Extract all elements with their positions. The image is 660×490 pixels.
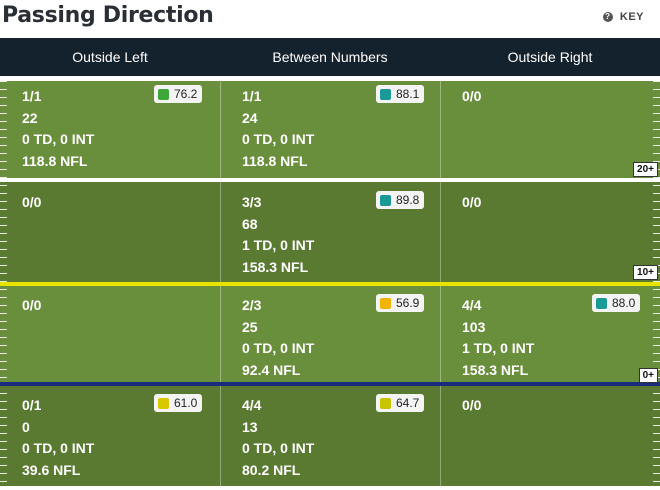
nfl-rating: 118.8 NFL bbox=[242, 152, 308, 169]
grade-color-swatch bbox=[380, 88, 391, 100]
column-divider bbox=[220, 76, 221, 486]
completions: 2/3 bbox=[242, 297, 262, 313]
stat-cell: 0/0 bbox=[22, 295, 41, 317]
completions: 1/1 bbox=[22, 88, 42, 104]
yard-label-20: 20+ bbox=[633, 162, 658, 177]
yard-label-0: 0+ bbox=[638, 368, 658, 383]
grade-value: 61.0 bbox=[174, 396, 198, 410]
yards: 0 bbox=[22, 418, 30, 435]
yards: 24 bbox=[242, 109, 258, 126]
completions: 0/0 bbox=[22, 194, 42, 210]
grade-color-swatch bbox=[380, 297, 391, 309]
stat-cell: 3/3 68 1 TD, 0 INT 158.3 NFL bbox=[242, 192, 314, 278]
td-int: 1 TD, 0 INT bbox=[242, 237, 315, 253]
grade-badge: 64.7 bbox=[376, 394, 425, 412]
yards: 25 bbox=[242, 318, 258, 335]
grade-color-swatch bbox=[596, 297, 607, 309]
td-int: 0 TD, 0 INT bbox=[22, 131, 95, 147]
stat-cell: 0/0 bbox=[462, 86, 481, 108]
yards: 13 bbox=[242, 418, 258, 435]
zone-behind-los bbox=[0, 386, 660, 486]
grade-badge: 76.2 bbox=[154, 85, 203, 103]
grade-value: 76.2 bbox=[174, 87, 198, 101]
yard-line-10 bbox=[0, 282, 660, 286]
nfl-rating: 80.2 NFL bbox=[242, 461, 301, 478]
page-title: Passing Direction bbox=[2, 3, 214, 28]
stat-cell: 1/1 22 0 TD, 0 INT 118.8 NFL bbox=[22, 86, 94, 172]
zone-0-plus bbox=[0, 286, 660, 382]
td-int: 0 TD, 0 INT bbox=[242, 131, 315, 147]
completions: 3/3 bbox=[242, 194, 262, 210]
td-int: 0 TD, 0 INT bbox=[242, 440, 315, 456]
column-divider bbox=[440, 76, 441, 486]
column-headers: Outside Left Between Numbers Outside Rig… bbox=[0, 38, 660, 76]
grade-value: 88.0 bbox=[612, 296, 636, 310]
yard-label-10: 10+ bbox=[633, 265, 658, 280]
key-button[interactable]: ? KEY bbox=[602, 11, 644, 23]
completions: 0/0 bbox=[462, 194, 482, 210]
yards: 22 bbox=[22, 109, 38, 126]
grade-badge: 88.0 bbox=[592, 294, 641, 312]
nfl-rating: 39.6 NFL bbox=[22, 461, 81, 478]
grade-color-swatch bbox=[158, 88, 169, 100]
grade-color-swatch bbox=[158, 397, 169, 409]
completions: 1/1 bbox=[242, 88, 262, 104]
stat-cell: 1/1 24 0 TD, 0 INT 118.8 NFL bbox=[242, 86, 314, 172]
line-of-scrimmage bbox=[0, 382, 660, 386]
grade-value: 64.7 bbox=[396, 396, 420, 410]
td-int: 0 TD, 0 INT bbox=[22, 440, 95, 456]
td-int: 0 TD, 0 INT bbox=[242, 340, 315, 356]
stat-cell: 4/4 13 0 TD, 0 INT 80.2 NFL bbox=[242, 395, 314, 481]
passing-field: 20+ 10+ 0+ 1/1 22 0 TD, 0 INT 118.8 NFL 76.2… bbox=[0, 76, 660, 490]
nfl-rating: 158.3 NFL bbox=[242, 258, 309, 275]
grade-color-swatch bbox=[380, 194, 391, 206]
stat-cell: 0/0 bbox=[462, 192, 481, 214]
question-circle-icon: ? bbox=[602, 12, 613, 22]
panel-header: Passing Direction ? KEY bbox=[0, 0, 660, 38]
stat-cell: 2/3 25 0 TD, 0 INT 92.4 NFL bbox=[242, 295, 314, 381]
stat-cell: 4/4 103 1 TD, 0 INT 158.3 NFL bbox=[462, 295, 534, 381]
grade-color-swatch bbox=[380, 397, 391, 409]
grade-badge: 56.9 bbox=[376, 294, 425, 312]
completions: 0/1 bbox=[22, 397, 42, 413]
zone-20-plus bbox=[0, 76, 660, 178]
completions: 0/0 bbox=[462, 88, 482, 104]
grade-value: 88.1 bbox=[396, 87, 420, 101]
zone-10-plus bbox=[0, 182, 660, 282]
field-bottom-line bbox=[0, 486, 660, 490]
grade-value: 89.8 bbox=[396, 193, 420, 207]
completions: 0/0 bbox=[22, 297, 42, 313]
completions: 0/0 bbox=[462, 397, 482, 413]
stat-cell: 0/1 0 0 TD, 0 INT 39.6 NFL bbox=[22, 395, 94, 481]
td-int: 1 TD, 0 INT bbox=[462, 340, 535, 356]
yards: 103 bbox=[462, 318, 486, 335]
key-label: KEY bbox=[619, 11, 644, 23]
nfl-rating: 118.8 NFL bbox=[22, 152, 88, 169]
nfl-rating: 158.3 NFL bbox=[462, 361, 529, 378]
grade-badge: 61.0 bbox=[154, 394, 203, 412]
grade-value: 56.9 bbox=[396, 296, 420, 310]
grade-badge: 89.8 bbox=[376, 191, 425, 209]
completions: 4/4 bbox=[242, 397, 262, 413]
field-top-line bbox=[0, 76, 660, 81]
column-header-outside-right: Outside Right bbox=[507, 49, 593, 65]
nfl-rating: 92.4 NFL bbox=[242, 361, 301, 378]
grade-badge: 88.1 bbox=[376, 85, 425, 103]
column-header-between-numbers: Between Numbers bbox=[272, 49, 388, 65]
column-header-outside-left: Outside Left bbox=[72, 49, 148, 65]
yard-line-20 bbox=[0, 178, 660, 182]
yards: 68 bbox=[242, 215, 258, 232]
stat-cell: 0/0 bbox=[22, 192, 41, 214]
stat-cell: 0/0 bbox=[462, 395, 481, 417]
completions: 4/4 bbox=[462, 297, 482, 313]
